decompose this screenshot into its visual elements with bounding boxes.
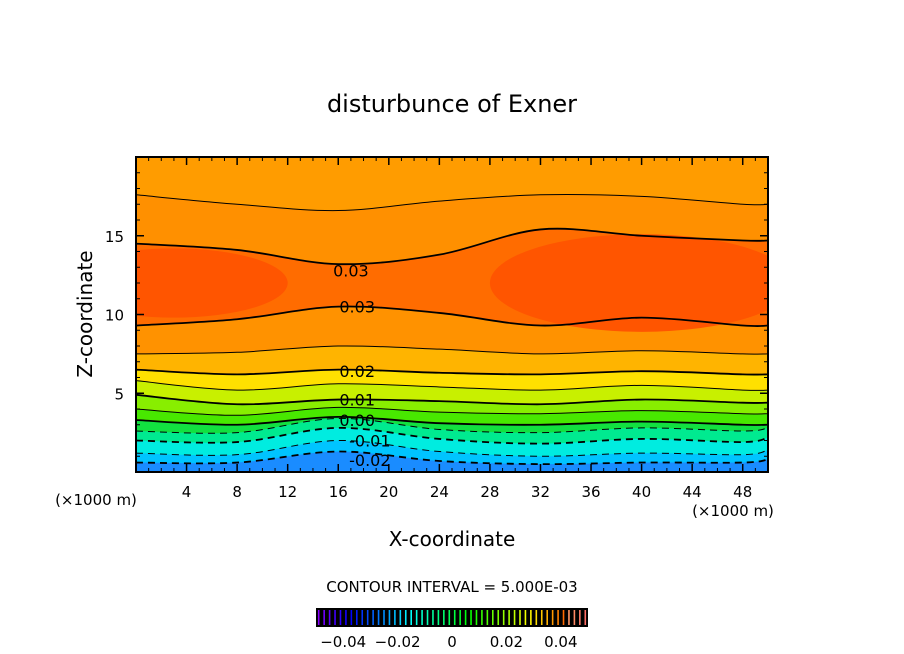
x-tick-label: 44 xyxy=(683,483,702,501)
x-tick-label: 8 xyxy=(232,483,242,501)
y-tick-label: 5 xyxy=(114,385,124,403)
contour-line xyxy=(136,227,768,266)
contour-line xyxy=(136,380,768,391)
x-tick-label: 24 xyxy=(430,483,449,501)
contour-line xyxy=(136,393,768,406)
colorbar-tick-label: −0.02 xyxy=(375,633,421,651)
contour-core xyxy=(489,234,768,332)
colorbar-tick-label: −0.04 xyxy=(320,633,366,651)
x-tick-label: 16 xyxy=(329,483,348,501)
contour-label: 0.01 xyxy=(339,391,375,410)
contour-line xyxy=(136,368,768,376)
contour-label: -0.02 xyxy=(349,451,390,470)
contour-label: 0.02 xyxy=(339,362,375,381)
x-axis-label: X-coordinate xyxy=(389,527,516,551)
contour-line xyxy=(136,426,768,445)
chart-title: disturbunce of Exner xyxy=(327,90,577,118)
x-tick-label: 48 xyxy=(733,483,752,501)
contour-line xyxy=(136,345,768,355)
contour-label: 0.03 xyxy=(333,261,369,280)
y-axis-label: Z-coordinate xyxy=(73,250,97,377)
contour-label: 0.00 xyxy=(339,411,375,430)
contour-interval-text: CONTOUR INTERVAL = 5.000E-03 xyxy=(326,578,577,596)
x-tick-label: 36 xyxy=(581,483,600,501)
x-unit-label-right: (×1000 m) xyxy=(692,502,774,520)
contour-line xyxy=(136,415,768,426)
colorbar-tick-label: 0 xyxy=(447,633,457,651)
contour-line xyxy=(136,406,768,416)
y-tick-label: 10 xyxy=(105,307,124,325)
contour-labels: -0.02-0.01 0.000.01 0.02 0.03 0.03 xyxy=(333,261,390,470)
filled-contours xyxy=(136,157,768,472)
contour-line xyxy=(136,193,768,212)
contour-line xyxy=(136,305,768,328)
contour-lines xyxy=(136,193,768,466)
colorbar: −0.04 −0.02 0 0.02 0.04 xyxy=(317,610,587,651)
contour-label: -0.01 xyxy=(349,432,390,451)
x-unit-label: (×1000 m) xyxy=(55,491,137,509)
x-tick-label: 20 xyxy=(379,483,398,501)
contour-line xyxy=(136,439,768,457)
x-tick-label: 28 xyxy=(480,483,499,501)
x-tick-label: 4 xyxy=(182,483,192,501)
x-tick-label: 12 xyxy=(278,483,297,501)
colorbar-tick-label: 0.04 xyxy=(544,633,577,651)
contour-label: 0.03 xyxy=(339,298,375,317)
x-tick-label: 40 xyxy=(632,483,651,501)
contour-core xyxy=(136,248,288,318)
y-tick-label: 15 xyxy=(105,228,124,246)
contour-line xyxy=(136,450,768,466)
contour-band xyxy=(136,157,768,211)
colorbar-tick-label: 0.02 xyxy=(490,633,523,651)
contour-line xyxy=(136,417,768,434)
x-tick-label: 32 xyxy=(531,483,550,501)
